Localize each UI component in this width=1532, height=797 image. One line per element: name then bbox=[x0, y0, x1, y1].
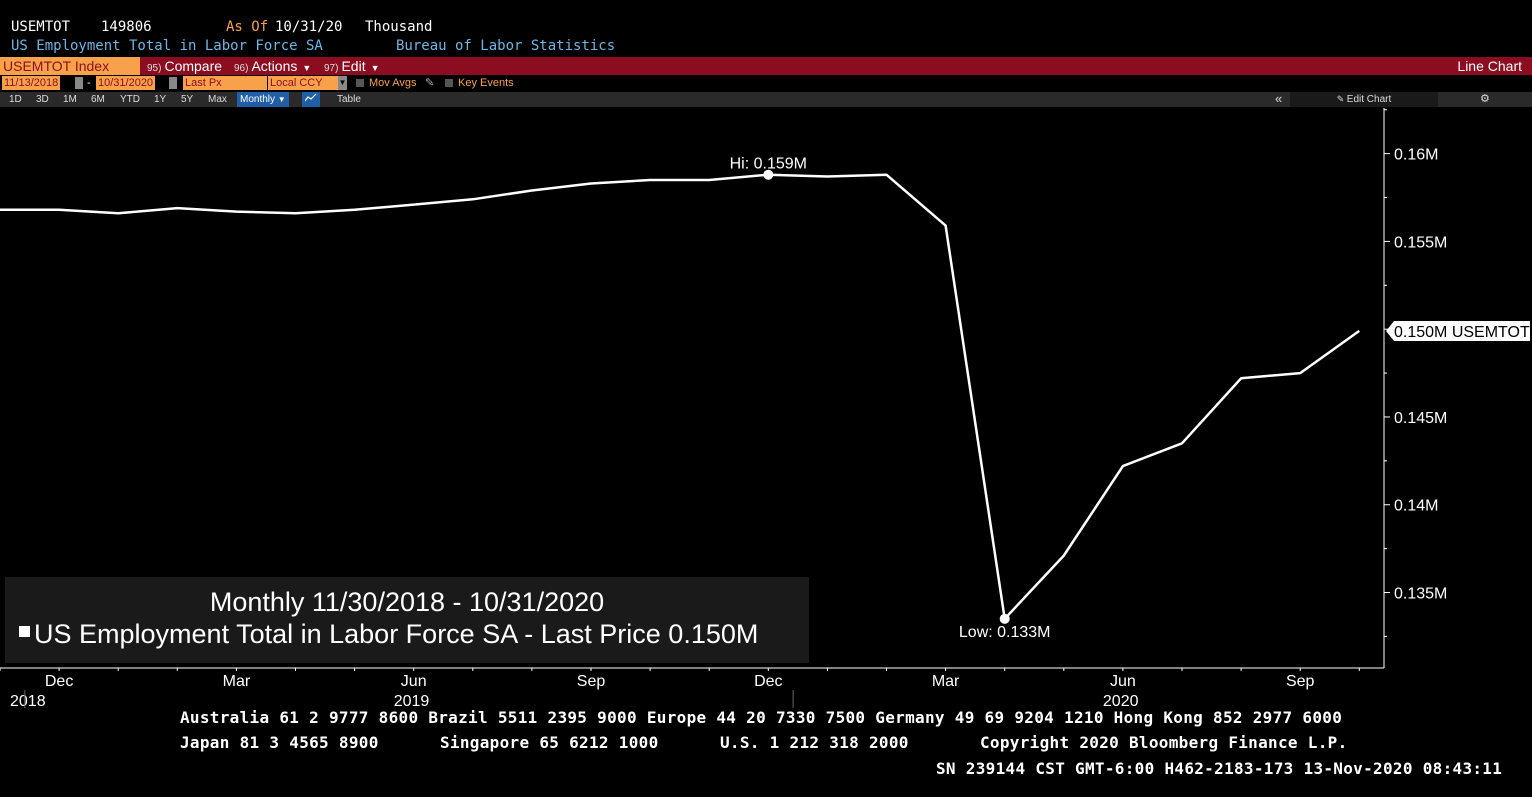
header-value: 149806 bbox=[101, 19, 152, 35]
table-button[interactable]: Table bbox=[337, 94, 361, 105]
compare-button[interactable]: 95) Compare bbox=[147, 57, 222, 75]
footer-us: U.S. 1 212 318 2000 bbox=[720, 733, 909, 752]
low-label: Low: 0.133M bbox=[959, 624, 1051, 641]
legend-series-label: US Employment Total in Labor Force SA - … bbox=[34, 619, 661, 649]
actions-num: 96) bbox=[234, 63, 249, 74]
period-6m[interactable]: 6M bbox=[91, 94, 105, 105]
x-tick-label: Dec bbox=[754, 673, 782, 690]
frequency-label: Monthly bbox=[240, 94, 276, 105]
period-5y[interactable]: 5Y bbox=[181, 94, 194, 105]
x-tick-label: Mar bbox=[223, 673, 251, 690]
edit-chart-icon: ✎ bbox=[1336, 94, 1347, 104]
low-point bbox=[999, 613, 1010, 624]
legend-title: Monthly 11/30/2018 - 10/31/2020 bbox=[209, 587, 605, 617]
x-tick-label: Jun bbox=[1110, 673, 1136, 690]
chart-mode-icon[interactable] bbox=[302, 92, 320, 107]
period-1m[interactable]: 1M bbox=[63, 94, 77, 105]
line-chart: 0.16M0.155M0.15M0.145M0.14M0.135MDecMarJ… bbox=[0, 108, 1530, 708]
mov-avgs-label[interactable]: Mov Avgs bbox=[369, 77, 417, 89]
actions-label: Actions bbox=[251, 58, 298, 74]
compare-num: 95) bbox=[147, 63, 162, 74]
period-3d[interactable]: 3D bbox=[36, 94, 49, 105]
edit-button[interactable]: 97) Edit ▼ bbox=[324, 57, 380, 75]
y-tick-label: 0.16M bbox=[1394, 147, 1438, 164]
calendar-icon[interactable] bbox=[169, 77, 177, 89]
as-of-date: 10/31/20 bbox=[275, 19, 343, 35]
key-events-checkbox[interactable] bbox=[445, 79, 453, 87]
source: Bureau of Labor Statistics bbox=[396, 38, 616, 54]
pencil-icon[interactable]: ✎ bbox=[425, 77, 435, 89]
edit-chart-label: Edit Chart bbox=[1346, 94, 1392, 105]
ticker: USEMTOT bbox=[11, 19, 71, 35]
chevron-down-icon[interactable]: ▼ bbox=[338, 76, 347, 90]
period-max[interactable]: Max bbox=[208, 94, 227, 105]
x-tick-label: Jun bbox=[401, 673, 427, 690]
legend-swatch bbox=[19, 626, 30, 638]
series-name: US Employment Total in Labor Force SA bbox=[11, 38, 323, 54]
period-row: 1D 3D 1M 6M YTD 1Y 5Y Max Monthly ▼ Tabl… bbox=[0, 92, 1532, 107]
footer-session: SN 239144 CST GMT-6:00 H462-2183-173 13-… bbox=[936, 759, 1503, 778]
period-1y[interactable]: 1Y bbox=[154, 94, 167, 105]
collapse-icon[interactable]: « bbox=[1275, 91, 1283, 106]
legend-last-value: 0.150M bbox=[668, 619, 759, 649]
x-tick-label: Sep bbox=[577, 673, 606, 690]
x-tick-label: Dec bbox=[45, 673, 73, 690]
year-label: 2020 bbox=[1103, 693, 1139, 708]
edit-chart-button[interactable]: ✎ Edit Chart bbox=[1290, 92, 1438, 107]
last-value-tag-label: 0.150M USEMTOT bbox=[1394, 324, 1530, 341]
y-tick-label: 0.14M bbox=[1394, 498, 1438, 515]
compare-label: Compare bbox=[164, 58, 223, 74]
last-value-tag bbox=[1386, 320, 1530, 341]
chart-type-label[interactable]: Line Chart bbox=[1457, 58, 1522, 74]
x-tick-label: Mar bbox=[932, 673, 960, 690]
start-date-input[interactable]: 11/13/2018 bbox=[2, 76, 61, 90]
caret-down-icon: ▼ bbox=[277, 95, 286, 104]
legend-box: Monthly 11/30/2018 - 10/31/2020 US Emplo… bbox=[5, 577, 809, 663]
y-tick-label: 0.155M bbox=[1394, 234, 1447, 251]
x-tick-label: Sep bbox=[1286, 673, 1315, 690]
year-label: 2019 bbox=[394, 693, 430, 708]
security-field[interactable]: USEMTOT Index bbox=[0, 57, 140, 75]
footer-copyright: Copyright 2020 Bloomberg Finance L.P. bbox=[980, 733, 1348, 752]
edit-num: 97) bbox=[324, 63, 339, 74]
y-tick-label: 0.145M bbox=[1394, 410, 1447, 427]
hi-label: Hi: 0.159M bbox=[730, 156, 807, 173]
footer-contacts-1: Australia 61 2 9777 8600 Brazil 5511 239… bbox=[180, 708, 1343, 727]
plot-area: 0.16M0.155M0.15M0.145M0.14M0.135MDecMarJ… bbox=[0, 108, 1530, 708]
currency-select[interactable]: Local CCY bbox=[268, 76, 340, 90]
footer-singapore: Singapore 65 6212 1000 bbox=[440, 733, 659, 752]
series-line bbox=[0, 173, 1361, 621]
caret-down-icon: ▼ bbox=[370, 63, 380, 73]
hi-point bbox=[763, 169, 774, 180]
frequency-select[interactable]: Monthly ▼ bbox=[237, 92, 289, 107]
gear-icon[interactable]: ⚙ bbox=[1480, 93, 1490, 105]
y-tick-label: 0.135M bbox=[1394, 586, 1447, 603]
period-ytd[interactable]: YTD bbox=[120, 94, 140, 105]
as-of-label: As Of bbox=[226, 19, 269, 35]
legend-series: US Employment Total in Labor Force SA - … bbox=[19, 619, 758, 650]
period-1d[interactable]: 1D bbox=[9, 94, 22, 105]
calendar-icon[interactable] bbox=[75, 77, 83, 89]
year-label: 2018 bbox=[10, 693, 46, 708]
caret-down-icon: ▼ bbox=[302, 63, 312, 73]
units: Thousand bbox=[365, 19, 433, 35]
footer-japan: Japan 81 3 4565 8900 bbox=[180, 733, 379, 752]
edit-label: Edit bbox=[341, 58, 366, 74]
key-events-label[interactable]: Key Events bbox=[458, 77, 514, 89]
date-separator: - bbox=[87, 77, 91, 89]
field-select[interactable]: Last Px bbox=[183, 76, 267, 90]
mov-avgs-checkbox[interactable] bbox=[356, 79, 364, 87]
actions-button[interactable]: 96) Actions ▼ bbox=[234, 57, 311, 75]
controls-row: 11/13/2018 - 10/31/2020 Last Px Local CC… bbox=[0, 76, 1532, 91]
toolbar: USEMTOT Index 95) Compare 96) Actions ▼ 97)… bbox=[0, 57, 1532, 75]
end-date-input[interactable]: 10/31/2020 bbox=[96, 76, 156, 90]
